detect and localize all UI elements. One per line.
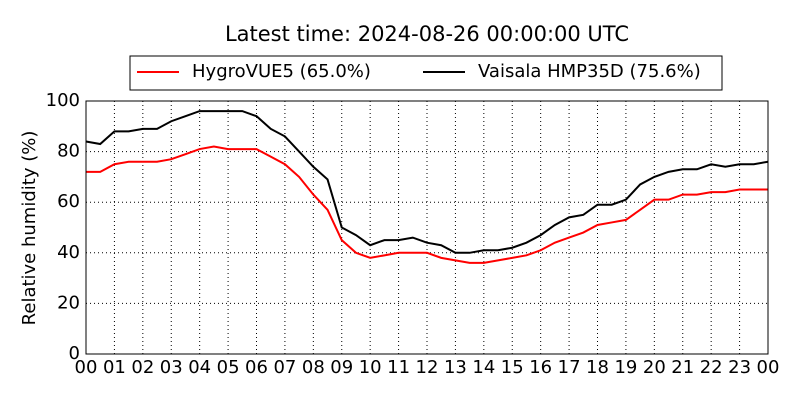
- y-tick-label: 20: [57, 292, 80, 313]
- x-tick-label: 12: [416, 357, 439, 378]
- x-tick-label: 17: [558, 357, 581, 378]
- x-tick-label: 21: [671, 357, 694, 378]
- chart-title: Latest time: 2024-08-26 00:00:00 UTC: [225, 22, 629, 46]
- x-tick-label: 16: [529, 357, 552, 378]
- y-tick-label: 60: [57, 191, 80, 212]
- x-tick-label: 20: [643, 357, 666, 378]
- x-tick-label: 18: [586, 357, 609, 378]
- x-tick-label: 00: [75, 357, 98, 378]
- x-tick-label: 09: [330, 357, 353, 378]
- y-tick-label: 100: [46, 90, 80, 111]
- plot-frame: [85, 100, 769, 355]
- x-tick-label: 15: [501, 357, 524, 378]
- x-tick-label: 05: [217, 357, 240, 378]
- x-tick-label: 00: [757, 357, 780, 378]
- x-tick-label: 10: [359, 357, 382, 378]
- y-tick-label: 40: [57, 242, 80, 263]
- x-tick-label: 23: [728, 357, 751, 378]
- y-tick-label: 0: [69, 343, 80, 364]
- x-tick-label: 01: [103, 357, 126, 378]
- x-tick-label: 02: [131, 357, 154, 378]
- x-tick-label: 22: [700, 357, 723, 378]
- x-tick-label: 06: [245, 357, 268, 378]
- x-tick-label: 07: [273, 357, 296, 378]
- x-tick-label: 03: [160, 357, 183, 378]
- x-tick-label: 13: [444, 357, 467, 378]
- series-line: [85, 110, 769, 254]
- x-tick-label: 11: [387, 357, 410, 378]
- legend-label: HygroVUE5 (65.0%): [192, 61, 371, 82]
- x-tick-label: 14: [472, 357, 495, 378]
- legend-label: Vaisala HMP35D (75.6%): [478, 61, 701, 82]
- series-line: [86, 145, 768, 264]
- y-tick-label: 80: [57, 141, 80, 162]
- y-axis-label: Relative humidity (%): [19, 131, 40, 326]
- x-tick-label: 19: [614, 357, 637, 378]
- x-tick-label: 04: [188, 357, 211, 378]
- x-tick-label: 08: [302, 357, 325, 378]
